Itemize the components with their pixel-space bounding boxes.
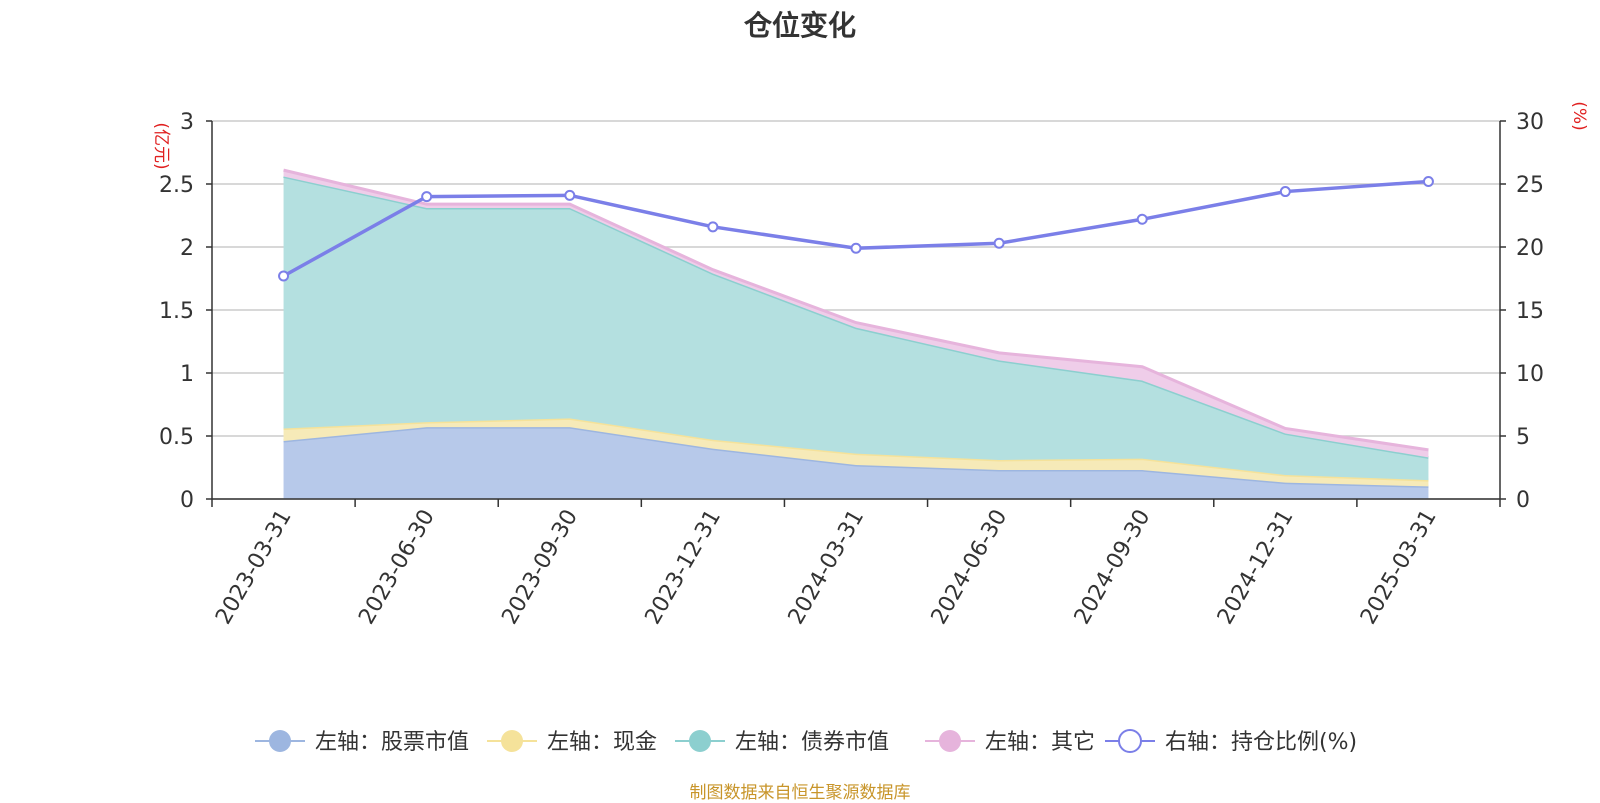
legend-swatch-dot <box>689 730 711 752</box>
legend-item[interactable]: 左轴：债券市值 <box>675 730 889 755</box>
legend-swatch-dot <box>1118 729 1142 753</box>
line-point <box>850 242 862 254</box>
line-point <box>278 270 290 282</box>
x-tick-label: 2024-03-31 <box>784 506 870 629</box>
y-left-tick-label: 2.5 <box>159 173 194 198</box>
y-left-tick-label: 0 <box>180 488 194 513</box>
legend[interactable]: 左轴：股票市值 左轴：现金 左轴：债券市值 左轴：其它 右轴：持仓比例(%) <box>255 729 1357 755</box>
line-point <box>707 221 719 233</box>
legend-item[interactable]: 左轴：股票市值 <box>255 730 469 755</box>
line-point <box>1136 213 1148 225</box>
x-tick-label: 2024-09-30 <box>1070 506 1156 629</box>
line-point <box>1279 186 1291 198</box>
legend-label: 左轴：其它 <box>985 730 1095 755</box>
area-左轴：股票市值 <box>283 427 1429 499</box>
line-point <box>1422 175 1434 187</box>
chart-title: 仓位变化 <box>743 9 856 42</box>
y-left-unit-label: (亿元) <box>151 122 171 169</box>
data-source-note: 制图数据来自恒生聚源数据库 <box>689 783 911 803</box>
x-tick-label: 2025-03-31 <box>1356 506 1442 629</box>
legend-swatch-dot <box>501 730 523 752</box>
y-right-tick-label: 5 <box>1516 425 1530 450</box>
legend-label: 左轴：股票市值 <box>315 730 469 755</box>
x-tick-label: 2023-06-30 <box>354 506 440 629</box>
legend-item[interactable]: 右轴：持仓比例(%) <box>1105 729 1357 755</box>
y-right-tick-label: 10 <box>1516 362 1544 387</box>
line-point <box>564 189 576 201</box>
x-tick-label: 2024-12-31 <box>1213 506 1299 629</box>
legend-item[interactable]: 左轴：其它 <box>925 730 1095 755</box>
line-point <box>421 191 433 203</box>
line-point <box>993 237 1005 249</box>
y-right-unit-label: (%) <box>1569 101 1589 130</box>
legend-label: 右轴：持仓比例(%) <box>1165 730 1357 755</box>
y-right-tick-label: 20 <box>1516 236 1544 261</box>
y-right-tick-label: 15 <box>1516 299 1544 324</box>
y-left-tick-label: 0.5 <box>159 425 194 450</box>
y-right-tick-label: 0 <box>1516 488 1530 513</box>
legend-label: 左轴：债券市值 <box>735 730 889 755</box>
x-tick-label: 2024-06-30 <box>927 506 1013 629</box>
y-right-tick-label: 25 <box>1516 173 1544 198</box>
x-tick-label: 2023-12-31 <box>641 506 727 629</box>
legend-item[interactable]: 左轴：现金 <box>487 730 657 755</box>
y-left-tick-label: 1.5 <box>159 299 194 324</box>
legend-swatch-dot <box>269 730 291 752</box>
legend-label: 左轴：现金 <box>547 730 657 755</box>
y-left-tick-label: 1 <box>180 362 194 387</box>
area-layer <box>283 168 1429 499</box>
area-左轴：现金 <box>283 418 1429 487</box>
y-left-tick-label: 3 <box>180 110 194 135</box>
x-tick-label: 2023-09-30 <box>497 506 583 629</box>
area-edge-左轴：其它 <box>283 168 1429 452</box>
x-tick-label: 2023-03-31 <box>211 506 297 629</box>
line-layer <box>278 175 1434 282</box>
legend-swatch-dot <box>939 730 961 752</box>
y-right-tick-label: 30 <box>1516 110 1544 135</box>
y-left-tick-label: 2 <box>180 236 194 261</box>
